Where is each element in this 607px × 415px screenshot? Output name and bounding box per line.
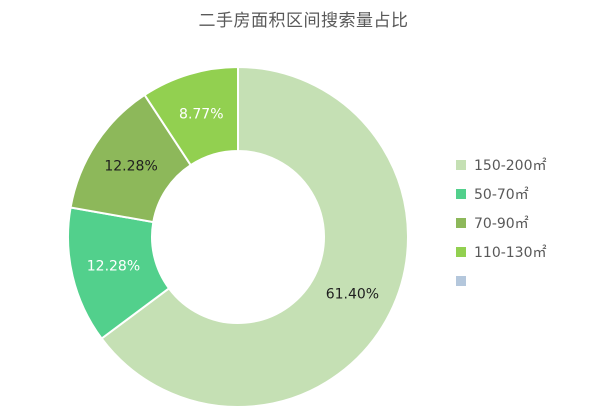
donut-chart: 61.40% 12.28% 12.28% 8.77%	[67, 65, 409, 408]
chart-title: 二手房面积区间搜索量占比	[198, 11, 409, 31]
legend-label: 110-130㎡	[474, 244, 547, 261]
donut-slice-4	[143, 65, 239, 167]
legend-label: 70-90㎡	[474, 215, 529, 232]
legend-item-2: 50-70㎡	[456, 179, 547, 208]
legend-label: 50-70㎡	[474, 186, 529, 203]
legend-swatch	[456, 217, 466, 228]
legend-swatch	[456, 246, 466, 257]
legend-label: 150-200㎡	[474, 157, 547, 174]
slice-label-2: 12.28%	[87, 259, 140, 275]
legend-swatch	[456, 188, 466, 199]
slice-label-3: 12.28%	[104, 159, 157, 175]
legend-swatch	[456, 275, 466, 286]
legend-item-3: 70-90㎡	[456, 208, 547, 237]
legend-item-1: 150-200㎡	[456, 150, 547, 179]
slice-label-4: 8.77%	[179, 106, 223, 122]
legend-item-5	[456, 266, 547, 295]
legend: 150-200㎡ 50-70㎡ 70-90㎡ 110-130㎡	[456, 150, 547, 295]
legend-item-4: 110-130㎡	[456, 237, 547, 266]
slice-label-1: 61.40%	[326, 286, 379, 302]
legend-swatch	[456, 159, 466, 170]
donut-slice-1	[100, 65, 409, 408]
